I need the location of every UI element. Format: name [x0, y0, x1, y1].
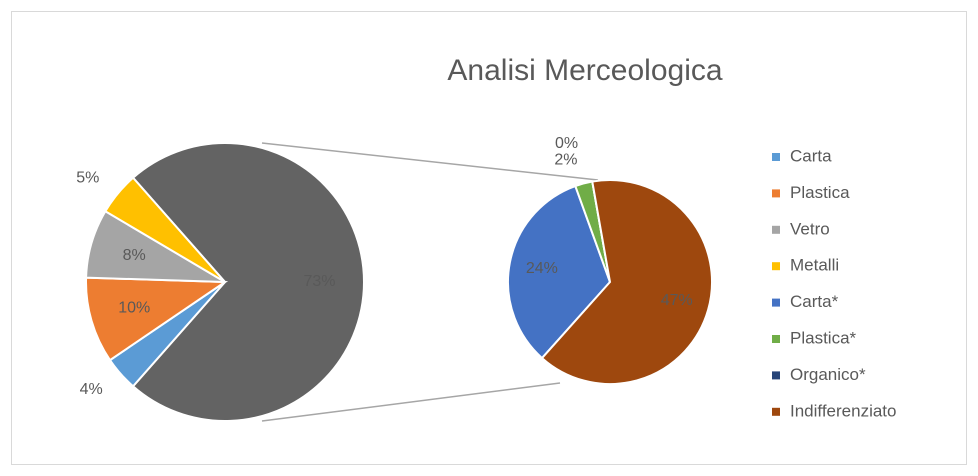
- legend-label: Carta*: [790, 292, 839, 311]
- legend-swatch: [772, 407, 780, 416]
- legend-swatch: [772, 335, 780, 343]
- connector-line: [261, 142, 599, 181]
- pie-slice: [131, 142, 365, 422]
- legend-label: Organico*: [790, 365, 866, 384]
- legend-swatch: [772, 371, 780, 380]
- data-label: 5%: [76, 169, 99, 186]
- legend-label: Vetro: [790, 219, 830, 238]
- legend-swatch: [772, 153, 780, 161]
- legend-swatch: [772, 189, 780, 198]
- data-label: 10%: [118, 300, 150, 317]
- data-label: 24%: [526, 260, 558, 277]
- pie-slice: [103, 176, 226, 283]
- data-label: 8%: [123, 247, 146, 264]
- pie-slice: [507, 184, 612, 360]
- legend-label: Carta: [790, 146, 832, 165]
- connector-line: [261, 382, 561, 422]
- pie-slice: [540, 179, 713, 385]
- data-label: 47%: [661, 292, 693, 309]
- data-label: 2%: [554, 151, 577, 168]
- chart-title: Analisi Merceologica: [447, 54, 722, 87]
- pie-slice: [85, 276, 229, 362]
- legend-swatch: [772, 225, 780, 234]
- legend-label: Plastica*: [790, 328, 857, 347]
- legend-swatch: [772, 298, 780, 307]
- legend-swatch: [772, 262, 780, 271]
- data-label: 4%: [80, 381, 103, 398]
- legend-label: Plastica: [790, 183, 850, 202]
- data-label: 0%: [555, 135, 578, 152]
- data-label: 73%: [304, 273, 336, 290]
- legend-label: Metalli: [790, 256, 839, 275]
- legend-label: Indifferenziato: [790, 401, 896, 420]
